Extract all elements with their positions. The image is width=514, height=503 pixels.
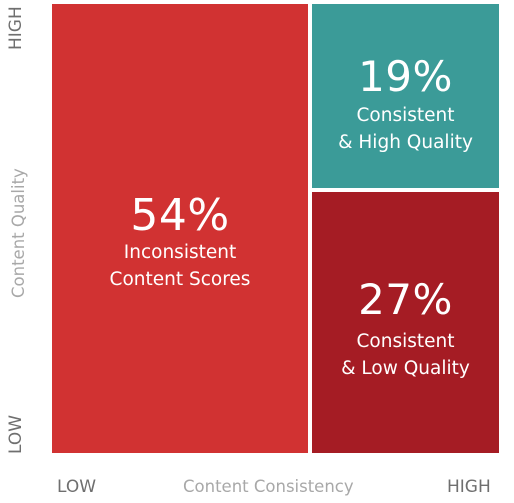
inconsistent-percent: 54% (130, 190, 230, 241)
consistent-high-label-line-2: & High Quality (338, 132, 473, 153)
x-axis-high-tick: HIGH (447, 477, 491, 497)
consistent-low-label-line-1: Consistent (356, 331, 455, 352)
consistent-high-label: Consistent & High Quality (312, 102, 499, 156)
consistent-low-label-line-2: & Low Quality (341, 358, 470, 379)
consistent-high-quality-quadrant: 19% Consistent & High Quality (312, 4, 499, 188)
y-axis-high-tick: HIGH (6, 6, 26, 50)
x-axis-title: Content Consistency (183, 477, 354, 496)
consistent-high-label-line-1: Consistent (356, 105, 455, 126)
inconsistent-label: Inconsistent Content Scores (52, 239, 308, 293)
y-axis-title: Content Quality (9, 168, 28, 298)
consistent-low-percent: 27% (358, 275, 453, 324)
y-axis-low-tick: LOW (6, 414, 26, 454)
consistent-low-quality-quadrant: 27% Consistent & Low Quality (312, 192, 499, 453)
inconsistent-label-line-1: Inconsistent (123, 242, 237, 263)
x-axis-low-tick: LOW (57, 477, 97, 497)
consistent-low-label: Consistent & Low Quality (312, 328, 499, 382)
inconsistent-content-quadrant: 54% Inconsistent Content Scores (52, 4, 308, 453)
inconsistent-label-line-2: Content Scores (109, 269, 251, 290)
consistent-high-percent: 19% (358, 52, 453, 101)
